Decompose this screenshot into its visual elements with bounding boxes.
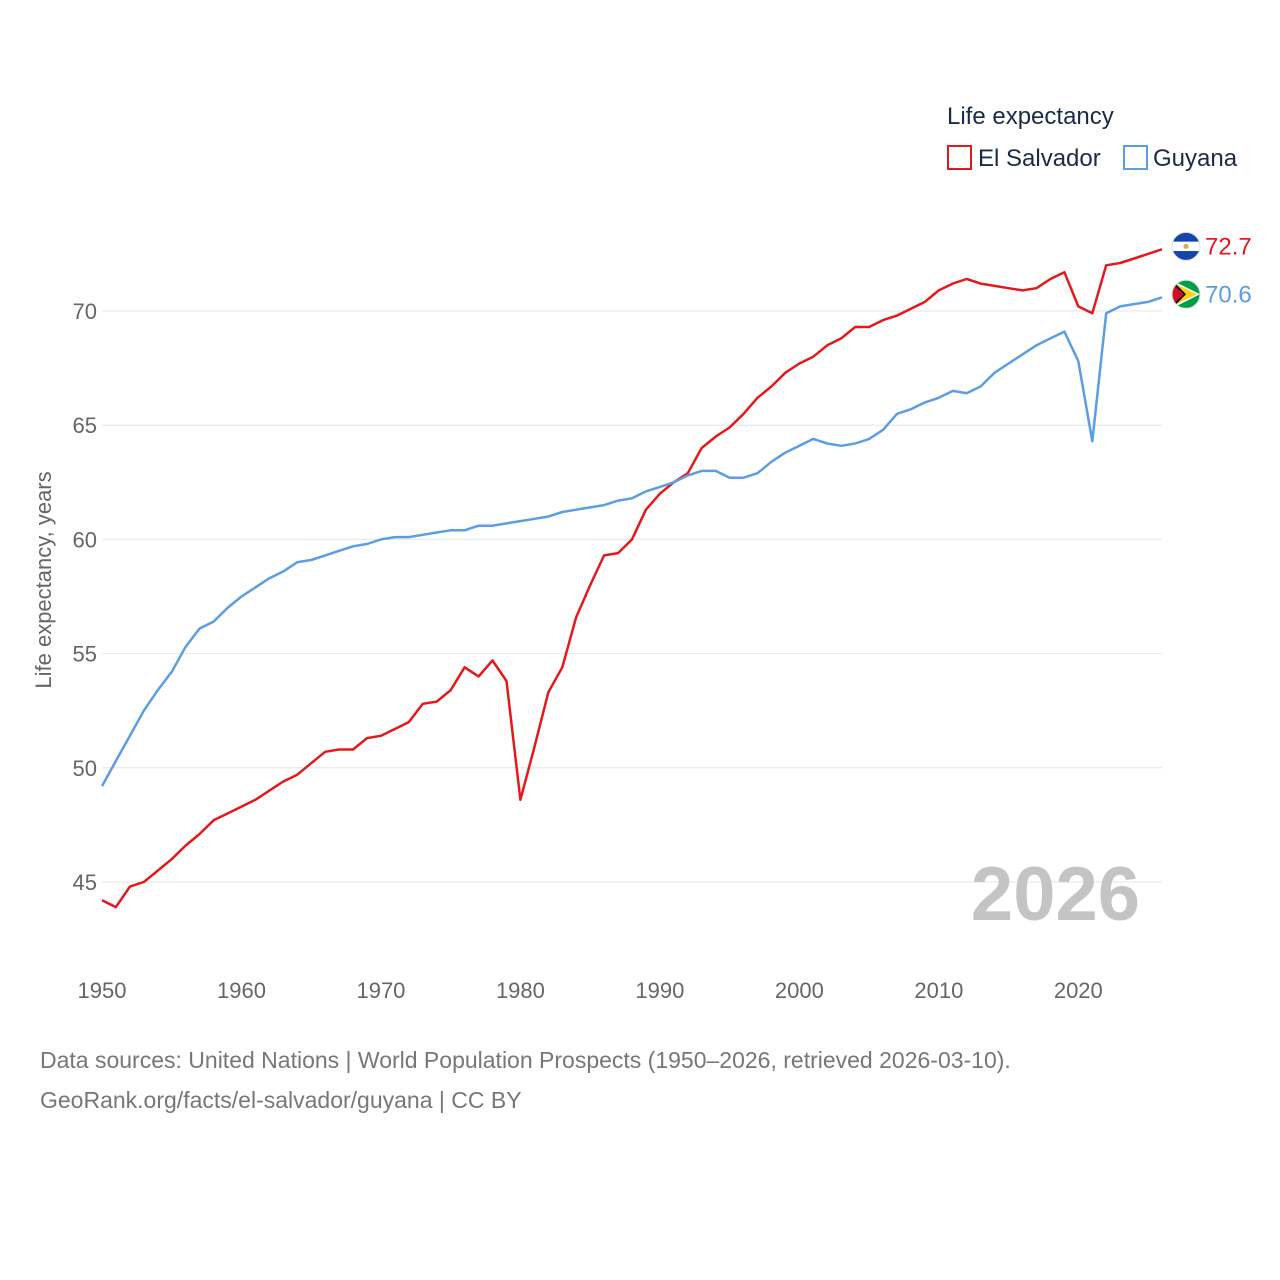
- y-axis-ticks: 45 50 55 60 65 70: [73, 299, 97, 895]
- line-chart: 45 50 55 60 65 70 1950 1960 1970 1980 1990 2000 201…: [31, 103, 1252, 1003]
- legend-title: Life expectancy: [947, 103, 1114, 130]
- gridlines: [102, 310, 1162, 883]
- source-note: Data sources: United Nations | World Pop…: [40, 1040, 1011, 1120]
- series-line-el-salvador: [101, 248, 1163, 909]
- legend-swatch-el-salvador: [947, 145, 972, 170]
- legend-swatch-guyana: [1123, 145, 1148, 170]
- x-tick-label: 2000: [775, 978, 824, 1003]
- end-value-label-el-salvador: 72.7: [1205, 233, 1252, 260]
- legend: Life expectancy El Salvador Guyana: [947, 103, 1238, 172]
- x-tick-label: 1980: [496, 978, 545, 1003]
- legend-label-el-salvador: El Salvador: [978, 145, 1101, 172]
- y-tick-label: 55: [73, 642, 97, 667]
- attribution-link[interactable]: GeoRank.org/facts/el-salvador/guyana | C…: [40, 1087, 522, 1113]
- legend-item-el-salvador[interactable]: El Salvador: [947, 145, 1101, 172]
- y-tick-label: 65: [73, 413, 97, 438]
- guyana-flag-icon: [1171, 279, 1201, 309]
- y-tick-label: 70: [73, 299, 97, 324]
- x-tick-label: 1950: [78, 978, 127, 1003]
- y-tick-label: 50: [73, 756, 97, 781]
- x-tick-label: 1990: [635, 978, 684, 1003]
- x-tick-label: 2010: [914, 978, 963, 1003]
- y-tick-label: 60: [73, 527, 97, 552]
- series-lines: [100, 248, 1163, 909]
- x-tick-label: 1970: [356, 978, 405, 1003]
- x-tick-label: 1960: [217, 978, 266, 1003]
- y-tick-label: 45: [73, 870, 97, 895]
- y-axis-title: Life expectancy, years: [31, 471, 56, 688]
- data-source-text: Data sources: United Nations | World Pop…: [40, 1047, 1011, 1073]
- series-line-guyana: [100, 296, 1163, 787]
- x-axis-ticks: 1950 1960 1970 1980 1990 2000 2010 2020: [78, 978, 1103, 1003]
- legend-label-guyana: Guyana: [1153, 145, 1238, 172]
- el-salvador-flag-icon: [1171, 231, 1201, 261]
- legend-item-guyana[interactable]: Guyana: [1123, 145, 1238, 172]
- x-tick-label: 2020: [1054, 978, 1103, 1003]
- current-year-label: 2026: [971, 852, 1140, 937]
- end-labels: 72.7 70.6: [1171, 231, 1252, 309]
- end-value-label-guyana: 70.6: [1205, 281, 1252, 308]
